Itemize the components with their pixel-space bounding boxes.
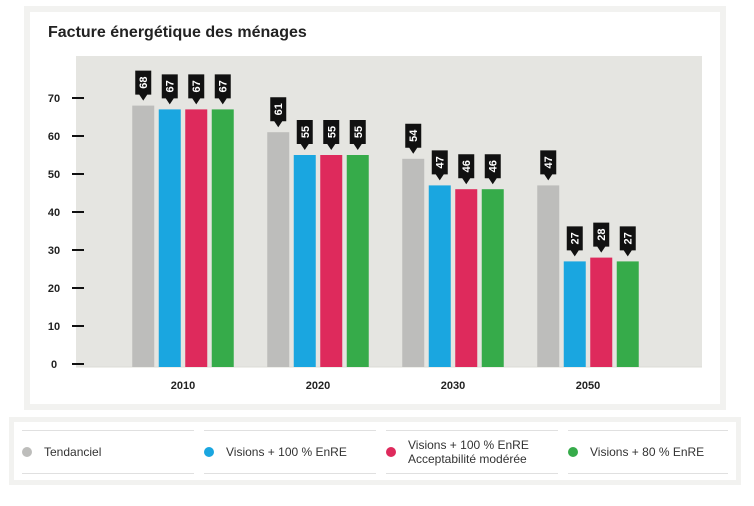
legend-item-visions-100: Visions + 100 % EnRE (204, 430, 376, 474)
data-label-value: 67 (165, 80, 177, 92)
data-label-value: 47 (435, 156, 447, 168)
bar (158, 109, 181, 368)
data-label: 47 (431, 150, 448, 181)
bar (320, 155, 343, 367)
bar (293, 155, 316, 367)
bar (563, 261, 586, 367)
bar (211, 109, 234, 368)
data-label-pin (349, 120, 366, 150)
data-label-value: 67 (191, 80, 203, 92)
data-label-pin (593, 222, 610, 253)
bar (346, 155, 369, 367)
data-label-value: 46 (488, 160, 500, 172)
data-label-value: 27 (570, 232, 582, 244)
data-label: 61 (270, 97, 287, 128)
bar (537, 185, 560, 367)
x-tick-label: 2020 (306, 380, 330, 392)
data-label: 54 (405, 123, 422, 154)
data-label: 55 (296, 120, 313, 150)
bar (590, 257, 613, 367)
data-label: 67 (161, 74, 178, 105)
data-label-pin (566, 226, 583, 257)
legend-label-visions-100: Visions + 100 % EnRE (226, 445, 347, 459)
data-label-pin (619, 226, 636, 257)
legend-swatch-visions-100 (204, 447, 214, 457)
legend-swatch-visions-100-acceptabilite (386, 447, 396, 457)
data-label-value: 54 (408, 129, 420, 142)
data-label-value: 47 (543, 156, 555, 168)
y-tick-label: 60 (48, 131, 60, 143)
bar (132, 105, 155, 367)
data-label-pin (540, 150, 557, 181)
y-tick-label: 70 (48, 93, 60, 105)
legend-swatch-visions-80 (568, 447, 578, 457)
data-label: 68 (135, 70, 152, 101)
bar (455, 189, 478, 367)
legend-label-visions-80: Visions + 80 % EnRE (590, 445, 705, 459)
bar (481, 189, 504, 367)
data-label-pin (484, 154, 501, 185)
legend-item-visions-80: Visions + 80 % EnRE (568, 430, 728, 474)
y-tick-label: 10 (48, 321, 60, 333)
data-label-pin (458, 154, 475, 185)
bar (616, 261, 639, 367)
y-tick-label: 40 (48, 207, 60, 219)
data-label-value: 46 (461, 160, 473, 172)
y-tick-label: 30 (48, 245, 60, 257)
x-tick-label: 2030 (441, 380, 465, 392)
data-label: 46 (484, 154, 501, 185)
data-label-value: 28 (596, 228, 608, 240)
x-tick-label: 2050 (576, 380, 600, 392)
data-label: 55 (323, 120, 340, 150)
bar (402, 158, 425, 367)
data-label: 67 (214, 74, 231, 105)
data-label: 67 (188, 74, 205, 105)
legend-item-tendanciel: Tendanciel (22, 430, 194, 474)
data-label-pin (405, 123, 422, 154)
data-label-value: 68 (138, 76, 150, 88)
data-label-pin (161, 74, 178, 105)
data-label-value: 55 (326, 126, 338, 138)
y-tick-label: 0 (51, 359, 57, 371)
data-label-pin (188, 74, 205, 105)
data-label-value: 55 (300, 126, 312, 138)
data-label-pin (270, 97, 287, 128)
y-tick-label: 50 (48, 169, 60, 181)
data-label-value: 67 (218, 80, 230, 92)
bar (428, 185, 451, 367)
legend-item-visions-100-acceptabilite: Visions + 100 % EnRE Acceptabilité modér… (386, 430, 558, 474)
chart-title: Facture énergétique des ménages (48, 24, 307, 41)
data-label-pin (135, 70, 152, 101)
data-label-pin (431, 150, 448, 181)
data-label: 28 (593, 222, 610, 253)
x-tick-label: 2010 (171, 380, 195, 392)
data-label: 47 (540, 150, 557, 181)
bar (185, 109, 208, 368)
data-label-value: 55 (353, 126, 365, 138)
bar (267, 132, 290, 367)
data-label: 27 (566, 226, 583, 257)
data-label-pin (296, 120, 313, 150)
data-label: 55 (349, 120, 366, 150)
legend-label-tendanciel: Tendanciel (44, 445, 102, 459)
legend-label-visions-100-acceptabilite: Visions + 100 % EnRE Acceptabilité modér… (408, 438, 529, 466)
data-label-pin (214, 74, 231, 105)
data-label-pin (323, 120, 340, 150)
data-label-value: 61 (273, 103, 285, 115)
legend-swatch-tendanciel (22, 447, 32, 457)
data-label: 46 (458, 154, 475, 185)
y-tick-label: 20 (48, 283, 60, 295)
data-label: 27 (619, 226, 636, 257)
legend: Tendanciel Visions + 100 % EnRE Visions … (14, 422, 736, 480)
data-label-value: 27 (623, 232, 635, 244)
